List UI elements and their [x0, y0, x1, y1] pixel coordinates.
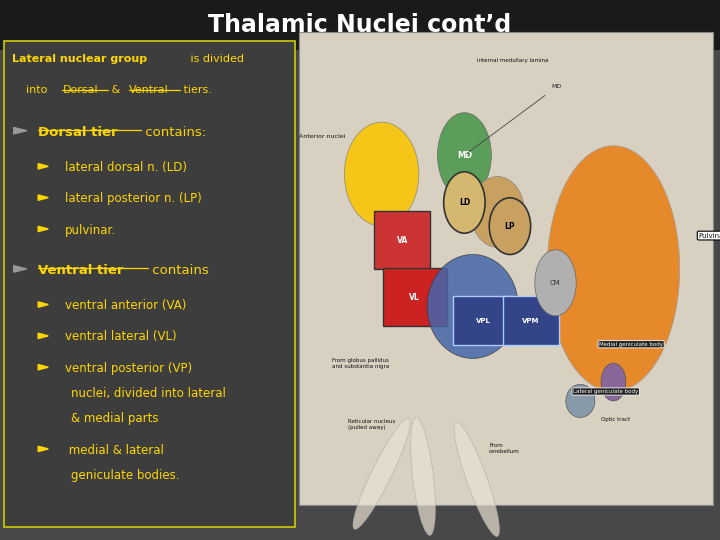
Ellipse shape	[344, 122, 419, 226]
Text: tiers.: tiers.	[180, 85, 212, 96]
Polygon shape	[38, 364, 48, 370]
Text: Ventral: Ventral	[129, 85, 168, 96]
Text: Dorsal tier: Dorsal tier	[38, 126, 118, 139]
Text: is divided: is divided	[186, 54, 243, 64]
Text: LP: LP	[505, 221, 516, 231]
FancyBboxPatch shape	[453, 296, 513, 345]
Text: Thalamic Nuclei cont’d: Thalamic Nuclei cont’d	[208, 13, 512, 37]
Ellipse shape	[427, 254, 518, 359]
Text: From globus pallidus
and substantia nigra: From globus pallidus and substantia nigr…	[332, 357, 390, 368]
Text: geniculate bodies.: geniculate bodies.	[71, 469, 179, 482]
Ellipse shape	[601, 363, 626, 401]
Ellipse shape	[353, 418, 410, 529]
Text: Lateral nuclear group: Lateral nuclear group	[12, 54, 148, 64]
Text: Medial geniculate body: Medial geniculate body	[599, 342, 663, 347]
Text: Anterior nuclei: Anterior nuclei	[299, 134, 345, 139]
Polygon shape	[38, 226, 48, 232]
Text: ventral lateral (VL): ventral lateral (VL)	[65, 330, 176, 343]
Text: Dorsal: Dorsal	[63, 85, 98, 96]
FancyBboxPatch shape	[503, 296, 559, 345]
FancyBboxPatch shape	[0, 0, 720, 50]
Text: into: into	[12, 85, 51, 96]
Ellipse shape	[454, 422, 500, 536]
Text: LD: LD	[459, 198, 470, 207]
Ellipse shape	[535, 249, 576, 316]
Text: & medial parts: & medial parts	[71, 412, 158, 425]
Text: nuclei, divided into lateral: nuclei, divided into lateral	[71, 387, 225, 400]
Text: MD: MD	[552, 84, 562, 89]
Text: contains: contains	[148, 264, 210, 277]
FancyBboxPatch shape	[4, 40, 295, 526]
Polygon shape	[38, 333, 48, 339]
Polygon shape	[38, 446, 48, 451]
Ellipse shape	[444, 172, 485, 233]
Text: internal medullary lamina: internal medullary lamina	[477, 58, 549, 63]
Text: Pulvinar: Pulvinar	[698, 233, 720, 239]
Text: contains:: contains:	[141, 126, 206, 139]
Polygon shape	[14, 127, 27, 134]
Text: medial & lateral: medial & lateral	[65, 443, 163, 456]
Text: Ventral tier: Ventral tier	[38, 264, 124, 277]
Ellipse shape	[566, 384, 595, 417]
Polygon shape	[38, 164, 48, 169]
FancyBboxPatch shape	[299, 32, 713, 505]
Text: VPL: VPL	[476, 318, 490, 323]
Ellipse shape	[547, 146, 680, 392]
Text: &: &	[109, 85, 124, 96]
Text: ventral posterior (VP): ventral posterior (VP)	[65, 362, 192, 375]
Text: VL: VL	[410, 293, 420, 301]
Text: Reticular nucleus
(pulled away): Reticular nucleus (pulled away)	[348, 419, 396, 430]
Text: Lateral geniculate body: Lateral geniculate body	[573, 389, 638, 394]
FancyBboxPatch shape	[383, 268, 446, 326]
Text: Optic tract: Optic tract	[601, 417, 630, 422]
Text: CM: CM	[550, 280, 561, 286]
Ellipse shape	[438, 113, 491, 198]
Ellipse shape	[471, 177, 524, 247]
Polygon shape	[38, 302, 48, 307]
Ellipse shape	[490, 198, 531, 254]
FancyBboxPatch shape	[0, 50, 720, 540]
Polygon shape	[14, 266, 27, 272]
Ellipse shape	[410, 418, 436, 535]
Text: MD: MD	[456, 151, 472, 160]
Polygon shape	[38, 195, 48, 200]
Text: VA: VA	[397, 236, 408, 245]
FancyBboxPatch shape	[374, 211, 430, 269]
Text: lateral dorsal n. (LD): lateral dorsal n. (LD)	[65, 161, 186, 174]
Text: pulvinar.: pulvinar.	[65, 224, 116, 237]
Text: From
cerebellum: From cerebellum	[490, 443, 520, 454]
Text: lateral posterior n. (LP): lateral posterior n. (LP)	[65, 192, 202, 205]
Text: ventral anterior (VA): ventral anterior (VA)	[65, 299, 186, 312]
Text: VPM: VPM	[522, 318, 539, 323]
